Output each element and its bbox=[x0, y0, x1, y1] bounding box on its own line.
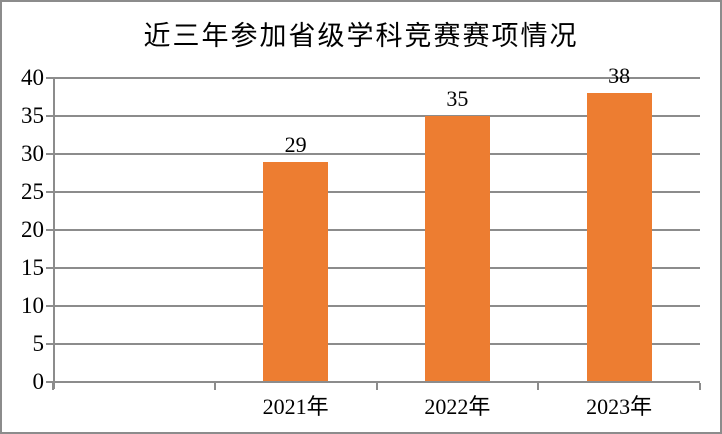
y-axis-label: 20 bbox=[21, 217, 44, 242]
bar-value-label: 35 bbox=[446, 86, 469, 111]
gridline bbox=[53, 305, 700, 307]
x-axis-tick bbox=[699, 383, 701, 390]
x-axis bbox=[53, 381, 700, 383]
y-axis-label: 5 bbox=[32, 331, 45, 356]
y-axis-tick bbox=[46, 267, 53, 269]
x-axis-tick bbox=[213, 383, 216, 390]
y-axis bbox=[53, 78, 55, 389]
y-axis-label: 10 bbox=[21, 293, 44, 318]
y-axis-label: 25 bbox=[21, 179, 44, 204]
y-axis-tick bbox=[46, 115, 53, 117]
bar-2022年 bbox=[424, 116, 490, 381]
y-axis-label: 15 bbox=[21, 255, 44, 280]
gridline bbox=[53, 77, 700, 79]
y-axis-tick bbox=[46, 153, 53, 155]
chart-title: 近三年参加省级学科竞赛赛项情况 bbox=[143, 21, 579, 51]
x-axis-tick bbox=[375, 383, 378, 390]
y-axis-tick bbox=[46, 381, 53, 383]
gridline bbox=[53, 229, 700, 231]
gridline bbox=[53, 191, 700, 193]
y-axis-tick bbox=[46, 343, 53, 345]
y-axis-label: 0 bbox=[32, 369, 45, 394]
x-axis-label: 2022年 bbox=[424, 394, 491, 419]
y-axis-tick bbox=[46, 229, 53, 231]
gridline bbox=[53, 115, 700, 117]
y-axis-tick bbox=[46, 77, 53, 79]
y-axis-label: 40 bbox=[21, 65, 44, 90]
y-axis-label: 30 bbox=[21, 141, 44, 166]
bar-2023年 bbox=[586, 93, 652, 381]
gridline bbox=[53, 343, 700, 345]
x-axis-tick bbox=[52, 383, 54, 390]
bar-value-label: 38 bbox=[608, 63, 631, 89]
gridline bbox=[53, 267, 700, 269]
gridline bbox=[53, 153, 700, 155]
y-axis-label: 35 bbox=[21, 103, 44, 128]
bar-value-label: 29 bbox=[284, 131, 307, 157]
x-axis-label: 2021年 bbox=[262, 394, 329, 419]
x-axis-label: 2023年 bbox=[586, 394, 653, 419]
bar-2021年 bbox=[263, 161, 329, 381]
y-axis-tick bbox=[46, 191, 53, 193]
x-axis-tick bbox=[537, 383, 540, 390]
y-axis-tick bbox=[46, 305, 53, 307]
